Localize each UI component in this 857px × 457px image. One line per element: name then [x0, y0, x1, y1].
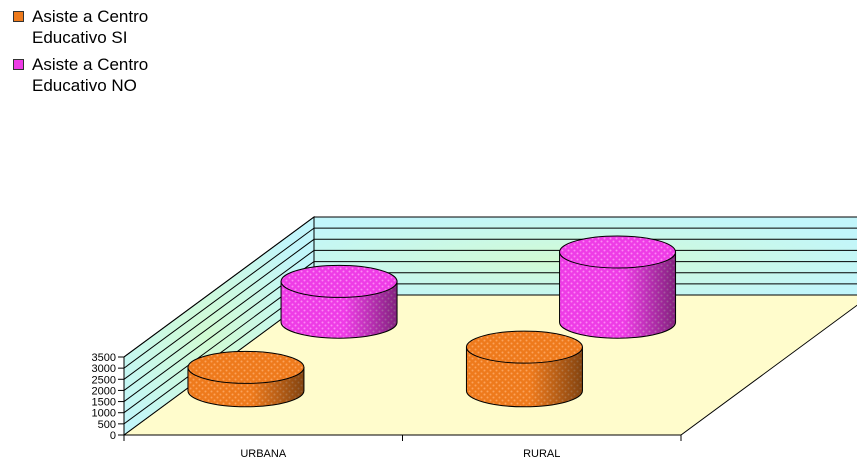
x-tick-label: URBANA [240, 448, 287, 457]
y-tick-label: 3000 [92, 363, 116, 375]
legend-swatch [13, 59, 24, 70]
y-tick-label: 500 [98, 419, 116, 431]
chart-bars [187, 235, 677, 408]
legend-label: Asiste a Centro Educativo NO [32, 55, 149, 95]
y-tick-label: 2500 [92, 374, 116, 386]
cylinder-shade [466, 347, 583, 407]
cylinder-top [280, 264, 398, 298]
gridline [123, 250, 315, 391]
gridline [123, 227, 315, 369]
cylinder-bar [559, 235, 677, 339]
y-tick-label: 3500 [92, 352, 116, 364]
legend-label: Asiste a Centro Educativo SI [32, 7, 149, 47]
legend-swatch [13, 11, 24, 22]
cylinder-shade [559, 252, 676, 339]
cylinder-bar [187, 350, 305, 408]
gridline [123, 238, 315, 380]
legend-item: Asiste a Centro Educativo SI [10, 6, 210, 48]
legend-item: Asiste a Centro Educativo NO [10, 54, 210, 96]
cylinder-bar [465, 330, 583, 408]
chart-legend: Asiste a Centro Educativo SI Asiste a Cen… [10, 6, 210, 102]
y-tick-label: 2000 [92, 385, 116, 397]
gridline [123, 216, 315, 358]
y-tick-label: 0 [110, 430, 116, 442]
cylinder-top [559, 235, 677, 269]
y-tick-label: 1000 [92, 408, 116, 420]
cylinder-top [187, 350, 305, 384]
x-tick-label: RURAL [523, 448, 560, 457]
y-tick-label: 1500 [92, 397, 116, 409]
cylinder-top [465, 330, 583, 364]
cylinder-bar [280, 264, 398, 339]
